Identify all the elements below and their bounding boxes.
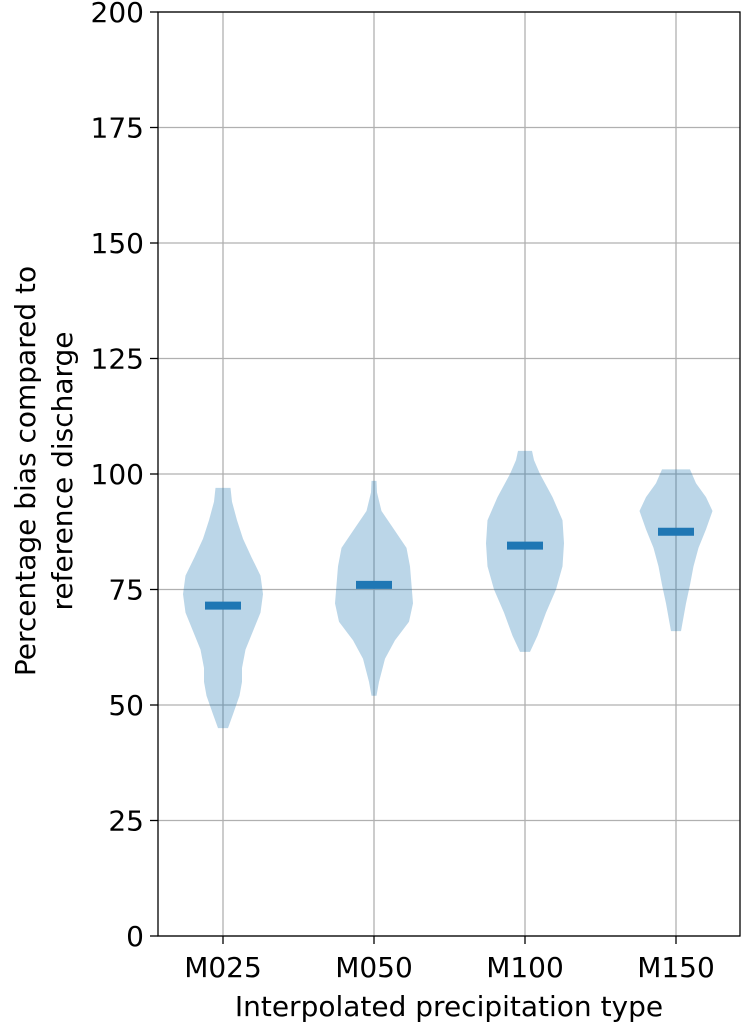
y-axis-label-line-1: Percentage bias compared to — [9, 266, 42, 676]
y-tick-label: 0 — [126, 920, 144, 953]
y-tick-label: 150 — [91, 227, 144, 260]
violin-body-m150 — [639, 469, 713, 632]
x-tick-label: M100 — [486, 951, 564, 984]
y-tick-label: 200 — [91, 0, 144, 29]
y-axis-ticks: 0 25 50 75 100 125 150 175 200 — [91, 0, 158, 953]
y-axis-label-line-2: reference discharge — [46, 331, 79, 610]
y-tick-label: 100 — [91, 458, 144, 491]
y-tick-label: 50 — [108, 689, 144, 722]
y-tick-label: 125 — [91, 343, 144, 376]
y-tick-label: 75 — [108, 574, 144, 607]
x-axis-ticks: M025 M050 M100 M150 — [184, 936, 715, 984]
violin-body-m100 — [486, 450, 564, 652]
x-tick-label: M025 — [184, 951, 262, 984]
y-axis-label: Percentage bias compared to reference di… — [9, 266, 79, 676]
y-tick-label: 25 — [108, 805, 144, 838]
x-tick-label: M150 — [637, 951, 715, 984]
x-axis-label: Interpolated precipitation type — [235, 990, 663, 1023]
median-markers — [205, 527, 694, 610]
y-tick-label: 175 — [91, 112, 144, 145]
x-tick-label: M050 — [335, 951, 413, 984]
grid-lines — [158, 11, 740, 937]
